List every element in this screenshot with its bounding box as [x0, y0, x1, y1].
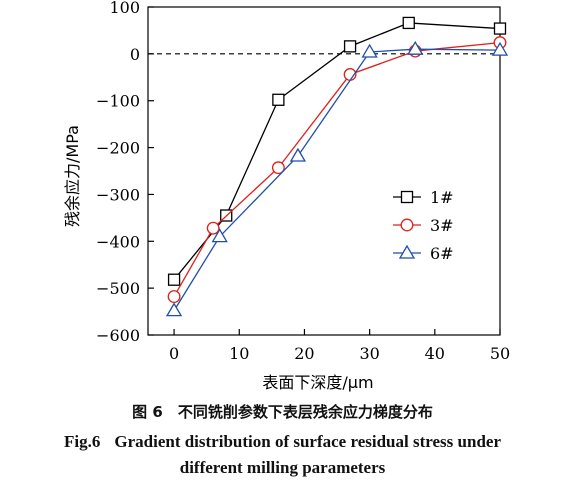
residual-stress-chart: 0 10 20 30 40 501000−100−200−300−400−500−600 … [63, 0, 510, 392]
data-point [206, 221, 220, 235]
series-triangle [165, 40, 509, 317]
y-tick-label: −500 [96, 279, 140, 298]
legend-marker [400, 218, 414, 232]
figure-number: Fig.6 [64, 432, 101, 451]
axis-ticks [148, 6, 501, 336]
y-axis-label: 残余应力/MPa [63, 125, 82, 227]
plot-frame [147, 6, 501, 336]
data-point [167, 290, 181, 304]
data-point [343, 40, 357, 53]
plot-area-border [147, 6, 501, 336]
series-group [165, 16, 509, 317]
x-tick-label: 20 [294, 344, 314, 363]
legend-label: 6# [430, 244, 454, 263]
data-point [407, 40, 424, 55]
legend-marker [398, 244, 416, 259]
y-tick-label: −300 [96, 185, 140, 204]
data-point [361, 43, 378, 58]
legend-marker [400, 190, 414, 204]
tick-labels: 0 10 20 30 40 50 100 0 −100 −200 −300 −400 −500 −600 [96, 0, 510, 363]
x-tick-label: 40 [425, 344, 445, 363]
data-point [211, 228, 228, 243]
y-tick-label: −400 [96, 232, 140, 251]
figure-caption-english-line1: Fig.6 Gradient distribution of surface re… [0, 432, 565, 452]
data-point [402, 16, 415, 30]
data-point [271, 161, 285, 175]
figure-caption-english-line2: different milling parameters [179, 458, 386, 477]
data-point [165, 302, 183, 317]
series-line [173, 48, 501, 311]
data-point [491, 41, 509, 56]
data-point [167, 273, 181, 286]
y-tick-label: −200 [96, 139, 140, 158]
y-tick-label: 0 [130, 45, 140, 64]
data-point [493, 22, 507, 35]
x-tick-label: 0 [169, 344, 179, 363]
y-tick-label: 100 [109, 0, 140, 17]
legend: 1# 3# 6# [393, 188, 454, 263]
figure-caption-chinese: 图 6 不同铣削参数下表层残余应力梯度分布 [132, 403, 433, 421]
y-tick-label: −600 [96, 326, 140, 345]
x-tick-label: 30 [359, 344, 379, 363]
figure-caption-english-text: Gradient distribution of surface residua… [114, 432, 501, 451]
y-tick-label: −100 [96, 92, 140, 111]
legend-label: 1# [430, 188, 454, 207]
legend-label: 3# [430, 216, 454, 235]
data-point [289, 147, 307, 162]
x-tick-label: 10 [229, 344, 249, 363]
data-point [272, 93, 285, 106]
x-tick-label: 50 [490, 344, 510, 363]
series-square [167, 16, 507, 286]
x-axis-label: 表面下深度/μm [262, 373, 373, 392]
series-circle [167, 36, 507, 304]
